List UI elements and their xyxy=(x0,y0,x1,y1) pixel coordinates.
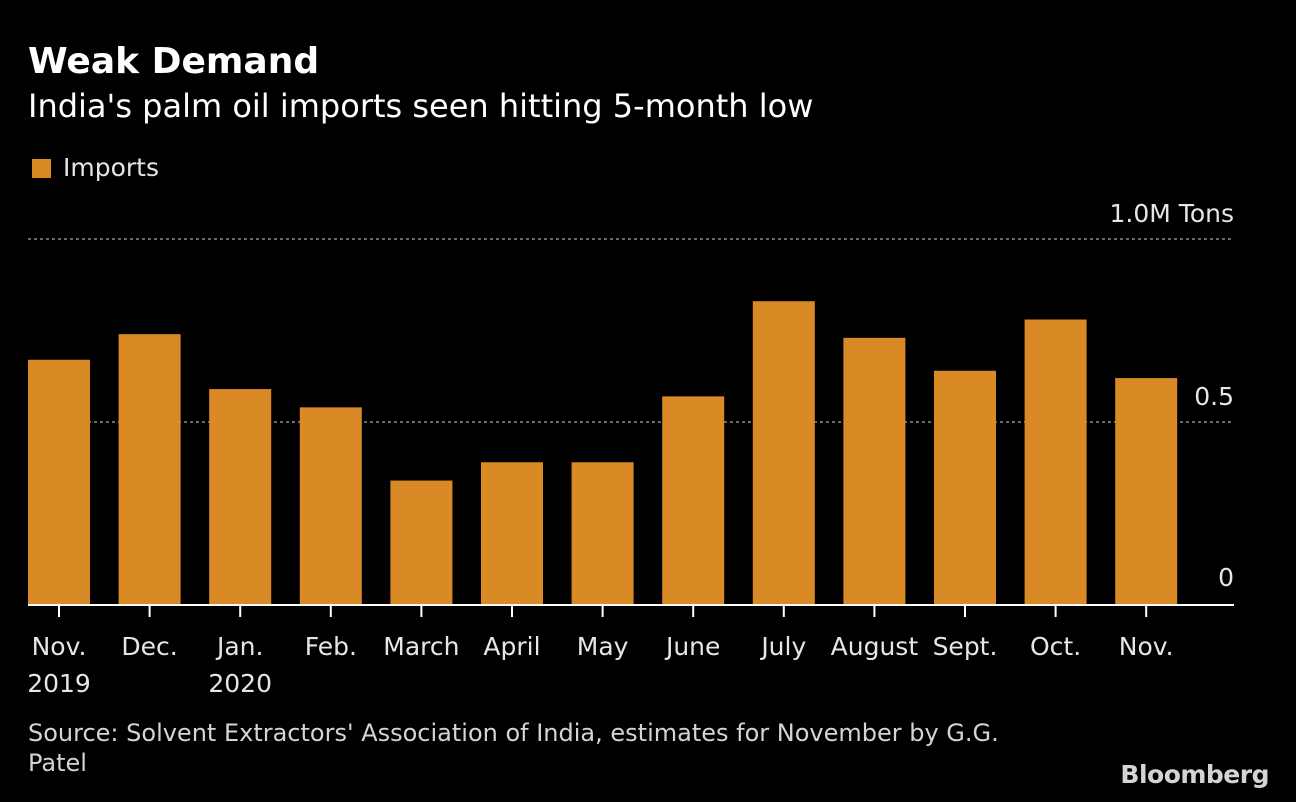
x-label-2-0: Jan. xyxy=(215,632,263,661)
chart-title: Weak Demand xyxy=(28,41,320,82)
bar-4 xyxy=(390,480,453,605)
bar-7 xyxy=(662,396,725,605)
bar-11 xyxy=(1024,319,1087,605)
x-label-11-0: Oct. xyxy=(1030,632,1081,661)
legend-swatch-imports xyxy=(32,158,51,178)
bar-9 xyxy=(843,337,906,605)
bar-1 xyxy=(118,334,181,605)
bar-3 xyxy=(299,407,362,605)
bar-6 xyxy=(571,462,634,605)
bar-5 xyxy=(481,462,543,605)
x-label-2-1: 2020 xyxy=(208,669,272,698)
bar-0 xyxy=(28,359,90,605)
x-label-12-0: Nov. xyxy=(1119,632,1174,661)
bar-10 xyxy=(934,370,996,605)
bar-12 xyxy=(1115,378,1178,605)
bar-2 xyxy=(209,389,272,605)
x-label-7-0: June xyxy=(664,632,720,661)
x-axis xyxy=(28,604,1234,617)
x-label-10-0: Sept. xyxy=(933,632,998,661)
y-axis-ticks: 0 0.5 1.0M Tons xyxy=(1110,199,1234,592)
x-label-9-0: August xyxy=(831,632,919,661)
x-label-5-0: April xyxy=(483,632,540,661)
bar-8 xyxy=(752,301,815,605)
x-label-6-0: May xyxy=(577,632,629,661)
x-label-8-0: July xyxy=(759,632,806,661)
x-label-4-0: March xyxy=(383,632,459,661)
legend: Imports xyxy=(32,152,159,184)
x-axis-labels: Nov. 2019 Dec. Jan. 2020 Feb. March April May Jun… xyxy=(27,632,1173,698)
source-note: Source: Solvent Extractors' Association … xyxy=(28,719,999,777)
bars xyxy=(28,301,1178,605)
y-tick-label-2: 1.0M Tons xyxy=(1110,199,1234,228)
legend-label-imports: Imports xyxy=(63,153,159,182)
y-tick-label-1: 0.5 xyxy=(1194,382,1234,411)
x-label-0-1: 2019 xyxy=(27,669,91,698)
chart-subtitle: India's palm oil imports seen hitting 5-… xyxy=(28,87,814,125)
x-label-0-0: Nov. xyxy=(32,632,87,661)
x-label-3-0: Feb. xyxy=(305,632,357,661)
bloomberg-logo: Bloomberg xyxy=(1120,760,1269,789)
y-tick-label-0: 0 xyxy=(1218,563,1234,592)
x-label-1-0: Dec. xyxy=(121,632,177,661)
